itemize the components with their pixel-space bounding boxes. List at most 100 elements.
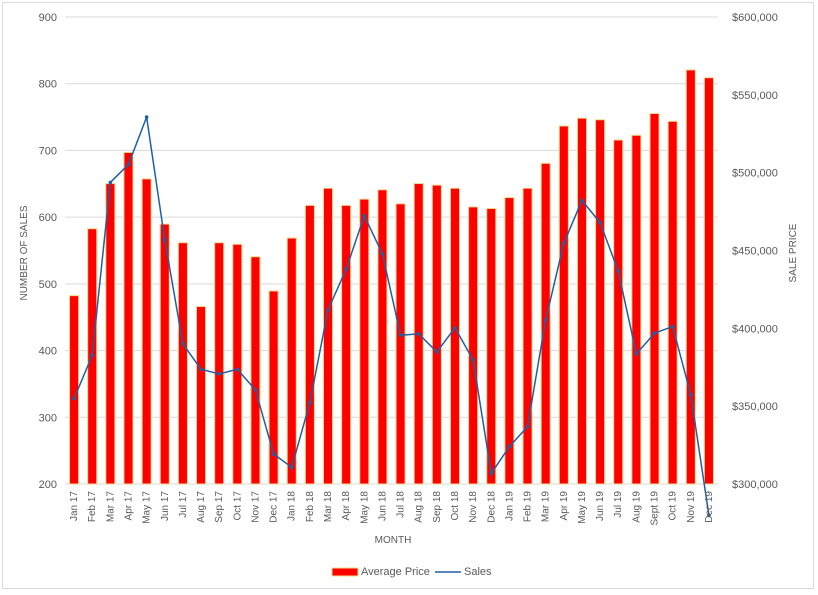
sales-point [453,326,457,330]
combo-chart: 200 300 400 500 600 700 800 900 $300,000 $350,00… [19,12,799,578]
x-axis-tick-label: Oct 19 [668,491,679,521]
left-axis-title: NUMBER OF SALES [19,205,30,300]
left-axis-tick-label: 300 [39,412,57,424]
legend-label-average-price: Average Price [361,566,430,578]
sales-point [253,388,258,392]
sales-point [217,372,221,376]
sales-point [489,471,494,476]
x-axis-tick-label: Nov 17 [250,491,261,523]
x-axis-tick-label: Aug 19 [631,491,642,523]
x-axis-tick-label: May 18 [359,491,370,524]
bar-average-price [268,290,279,485]
x-axis-tick-label: Apr 18 [341,491,352,521]
bar-average-price [595,119,606,485]
bar-average-price [468,206,479,485]
sales-point [634,352,639,356]
bar-average-price [250,256,261,485]
sales-point [471,358,475,362]
right-axis-tick-label: $600,000 [732,12,778,24]
left-axis-tick-label: 700 [39,145,57,157]
x-axis-tick-label: Mar 18 [323,491,334,523]
x-axis-tick-label: Oct 18 [450,491,461,521]
sales-point [507,444,512,449]
x-axis-tick-label: Jul 17 [178,491,189,518]
sales-point [688,392,693,397]
sales-point [707,513,711,518]
right-axis-tick-label: $450,000 [732,246,778,258]
x-axis-tick-label: Sept 19 [650,491,661,526]
sales-point [72,396,76,401]
sales-point [181,342,185,346]
bar-average-price [123,151,134,485]
sales-point [380,252,385,256]
bar-average-price [377,189,388,485]
left-axis-tick-label: 800 [39,79,57,91]
legend-swatch-average-price [331,567,359,577]
sales-point [398,333,403,338]
x-axis-tick-label: Jul 18 [396,491,407,518]
sales-point [90,353,95,358]
sales-point [271,452,276,456]
x-axis-tick-label: Feb 19 [523,491,534,523]
left-axis-tick-label: 200 [39,479,57,491]
legend: Average Price Sales [331,566,492,578]
x-axis-tick-label: Jul 19 [613,491,624,518]
legend-label-sales: Sales [464,566,492,578]
left-axis-tick-label: 600 [39,212,57,224]
bar-average-price [141,178,152,485]
bar-average-price [69,295,80,485]
sales-point [652,331,657,336]
right-axis-tick-label: $550,000 [732,90,778,102]
right-axis-tick-label: $500,000 [732,168,778,180]
bar-average-price [685,69,696,485]
bar-average-price [322,187,334,485]
sales-point [344,267,348,271]
sales-point [562,241,566,245]
bar-average-price [359,198,370,485]
x-axis-tick-label: May 17 [142,491,153,524]
bar-average-price [649,113,660,485]
bar-average-price [214,242,225,485]
sales-point [416,332,421,336]
x-axis-tick-label: May 19 [577,491,588,524]
bar-average-price [667,120,678,485]
bar-average-price [522,187,533,485]
sales-point [543,318,548,322]
bar-average-price [286,237,297,485]
bar-average-price [304,204,315,485]
sales-point [616,269,621,273]
x-axis-tick-label: Dec 19 [704,491,715,523]
left-axis-tick-label: 400 [39,346,57,358]
bar-average-price [613,139,624,485]
sales-point [326,308,330,312]
sales-line [73,116,710,516]
bar-average-price [431,184,442,485]
x-axis-tick-label: Aug 18 [414,491,425,523]
bar-average-price [631,134,642,485]
chart-frame: 200 300 400 500 600 700 800 900 $300,000 $350,00… [2,2,814,589]
left-axis-tick-label: 900 [39,12,57,24]
sales-point [235,367,240,372]
sales-point [162,238,167,242]
x-axis-tick-label: Jan 17 [69,491,80,521]
x-axis-tick-label: Apr 19 [559,491,570,521]
sales-point [435,350,439,354]
x-axis-tick-label: Apr 17 [123,491,134,521]
x-axis-tick-label: Sep 18 [432,491,443,523]
x-axis-tick-label: Feb 17 [87,491,98,523]
bar-average-price [159,223,170,485]
x-axis-tick-label: Oct 17 [232,491,243,521]
sales-point [199,367,203,372]
sales-point [126,162,131,167]
bar-average-price [558,125,569,485]
right-axis-tick-label: $300,000 [732,479,778,491]
x-axis-tick-label: Feb 18 [305,491,316,523]
sales-point [108,180,113,185]
x-axis-tick-label: Nov 19 [686,491,697,523]
right-axis-tick-label: $400,000 [732,323,778,335]
line-series-sales [72,115,711,518]
bar-average-price [177,242,188,485]
sales-point [289,465,294,470]
bar-average-price [486,207,497,485]
bar-average-price [341,204,352,485]
